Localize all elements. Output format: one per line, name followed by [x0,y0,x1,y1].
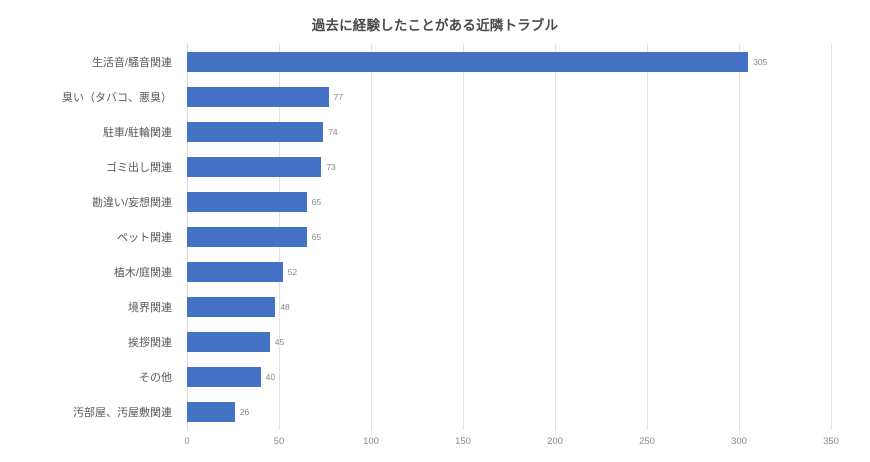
gridline-300 [739,44,740,430]
gridline-100 [371,44,372,430]
bar-value-label: 77 [333,91,344,102]
bar[interactable] [187,86,329,107]
bar[interactable] [187,367,261,388]
x-tick-label: 300 [731,436,747,447]
bar-value-label: 73 [326,161,336,172]
x-tick-label: 350 [823,436,839,447]
category-label: 勘違い/妄想関連 [91,196,172,209]
bar-value-label: 65 [311,232,322,242]
bar[interactable] [187,297,276,318]
category-label: 生活音/騒音関連 [91,56,172,69]
bar-value-label: 48 [280,302,290,313]
x-tick-label: 50 [273,436,285,447]
bar[interactable] [187,51,749,72]
bar-value-label: 305 [753,56,768,67]
bar-value-label: 65 [311,196,322,207]
bar-value-label: 45 [274,337,285,348]
category-label: 汚部屋、汚屋敷関連 [73,407,172,420]
bar[interactable] [187,402,235,423]
bar[interactable] [187,121,324,142]
category-label: 駐車/駐輪関連 [102,126,172,139]
category-axis-labels: 生活音/騒音関連臭い（タバコ、悪臭） 駐車/駐輪関連 ゴミ出し関連勘違い/妄想関連ペ… [0,44,180,430]
bar-value-label: 26 [239,407,250,418]
category-label: 境界関連 [128,302,172,315]
category-label: ゴミ出し関連 [106,161,172,174]
category-label: 挨拶関連 [128,337,172,350]
x-tick-label: 100 [363,436,379,447]
bar[interactable] [187,262,283,283]
plot-area: 305 77 74 73 65 65 52 48 45 40 26 0 50 100 150 200 250 3… [184,44,839,447]
bar[interactable] [187,227,307,247]
chart-title: 過去に経験したことがある近隣トラブル [311,18,559,33]
x-tick-label: 150 [455,436,471,447]
bar[interactable] [187,156,322,177]
bar-value-label: 52 [287,267,298,278]
x-tick-label: 250 [639,436,655,447]
bar[interactable] [187,332,270,353]
category-label: 臭い（タバコ、悪臭） [62,91,172,104]
category-label: 植木/庭関連 [113,267,172,280]
bar-value-label: 40 [265,372,276,383]
gridline-250 [647,44,648,430]
gridline-150 [463,44,464,430]
gridline-350 [831,44,832,430]
gridline-200 [555,44,556,430]
category-label: その他 [139,372,172,385]
category-label: ペット関連 [117,232,172,244]
x-tick-label: 0 [184,436,190,447]
bar-value-label: 74 [328,126,338,137]
bar[interactable] [187,191,307,212]
x-tick-label: 200 [547,436,563,447]
